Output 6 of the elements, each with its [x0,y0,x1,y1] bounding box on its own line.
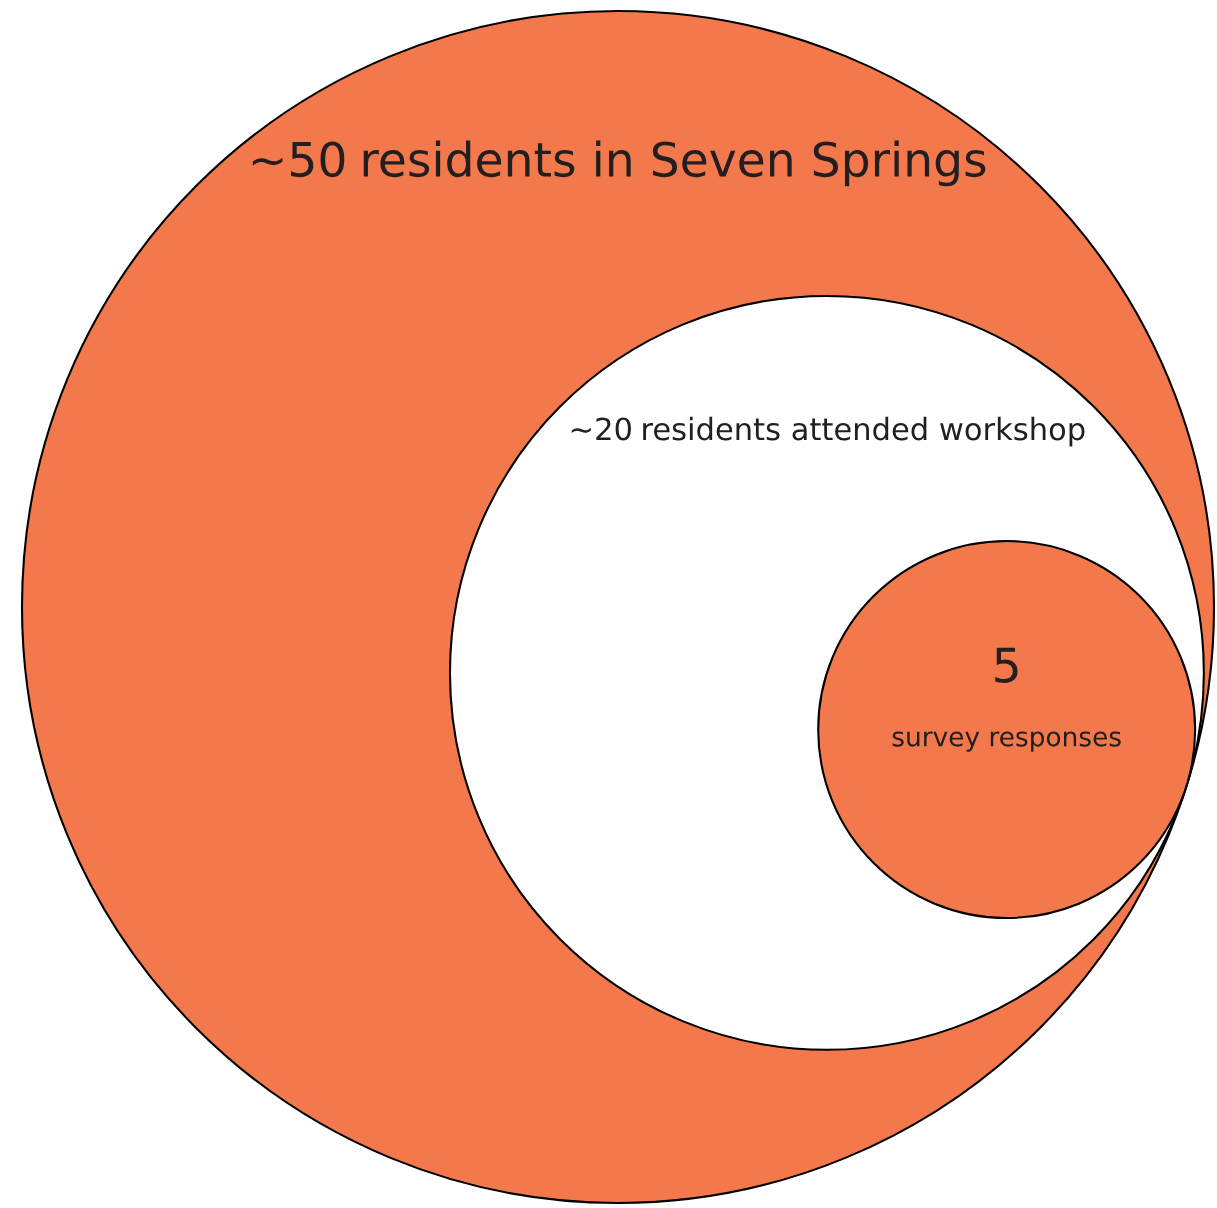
category-label: survey responses [892,731,1121,752]
category-label: residents in Seven Springs [363,140,986,187]
category-label: residents attended workshop [643,416,1085,447]
data-label: ~50 [252,141,345,178]
data-label: 5 [995,647,1018,683]
data-label: ~20 [571,417,631,441]
